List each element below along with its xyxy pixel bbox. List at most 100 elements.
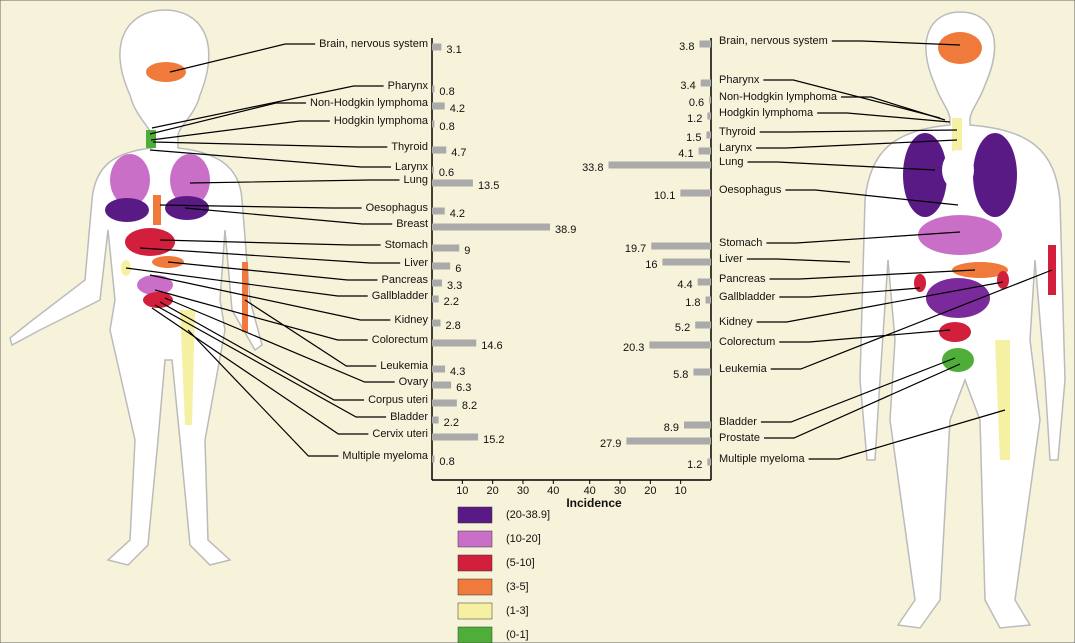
category-label: Lung bbox=[719, 156, 743, 168]
bar bbox=[649, 342, 711, 349]
category-label: Larynx bbox=[719, 142, 753, 154]
category-label: Brain, nervous system bbox=[319, 38, 428, 50]
bar bbox=[432, 320, 440, 327]
value-label: 3.8 bbox=[679, 41, 694, 53]
bar bbox=[680, 190, 711, 197]
category-label: Ovary bbox=[399, 376, 429, 388]
bar bbox=[432, 167, 434, 174]
value-label: 15.2 bbox=[483, 434, 504, 446]
bar bbox=[432, 86, 434, 93]
category-label: Kidney bbox=[719, 316, 753, 328]
category-label: Oesophagus bbox=[366, 202, 429, 214]
organ bbox=[939, 322, 971, 342]
x-tick-label: 40 bbox=[584, 485, 596, 497]
legend-label: (0-1] bbox=[506, 629, 529, 641]
value-label: 9 bbox=[464, 245, 470, 257]
value-label: 8.9 bbox=[664, 422, 679, 434]
value-label: 27.9 bbox=[600, 438, 621, 450]
organ bbox=[903, 133, 947, 217]
value-label: 33.8 bbox=[582, 162, 603, 174]
x-tick-label: 40 bbox=[547, 485, 559, 497]
value-label: 2.8 bbox=[445, 320, 460, 332]
organ bbox=[137, 275, 173, 295]
category-label: Leukemia bbox=[719, 363, 768, 375]
category-label: Bladder bbox=[719, 416, 757, 428]
bar bbox=[699, 148, 711, 155]
category-label: Colorectum bbox=[372, 334, 428, 346]
bar bbox=[706, 132, 711, 139]
value-label: 1.5 bbox=[686, 132, 701, 144]
category-label: Non-Hodgkin lymphoma bbox=[719, 91, 838, 103]
bar bbox=[432, 340, 476, 347]
category-label: Thyroid bbox=[391, 141, 428, 153]
category-label: Pharynx bbox=[388, 80, 429, 92]
category-label: Multiple myeloma bbox=[719, 453, 805, 465]
value-label: 4.4 bbox=[677, 279, 692, 291]
category-label: Lung bbox=[404, 174, 428, 186]
category-label: Liver bbox=[719, 253, 743, 265]
category-label: Gallbladder bbox=[372, 290, 429, 302]
value-label: 19.7 bbox=[625, 243, 646, 255]
value-label: 1.2 bbox=[687, 459, 702, 471]
chart: 102030403.1Brain, nervous system0.8Phary… bbox=[0, 0, 1075, 643]
value-label: 4.3 bbox=[450, 366, 465, 378]
legend-label: (10-20] bbox=[506, 533, 541, 545]
bar bbox=[709, 97, 711, 104]
organ bbox=[918, 215, 1002, 255]
category-label: Multiple myeloma bbox=[342, 450, 428, 462]
bar bbox=[699, 41, 711, 48]
bar bbox=[701, 80, 711, 87]
bar bbox=[432, 44, 441, 51]
bar bbox=[432, 121, 434, 128]
bar bbox=[432, 400, 457, 407]
value-label: 4.1 bbox=[678, 148, 693, 160]
x-tick-label: 20 bbox=[487, 485, 499, 497]
category-label: Larynx bbox=[395, 161, 429, 173]
organ bbox=[125, 228, 175, 256]
category-label: Kidney bbox=[394, 314, 428, 326]
value-label: 0.6 bbox=[439, 167, 454, 179]
value-label: 0.8 bbox=[439, 86, 454, 98]
value-label: 4.2 bbox=[450, 208, 465, 220]
organ bbox=[942, 150, 974, 190]
value-label: 2.2 bbox=[444, 417, 459, 429]
bar bbox=[693, 369, 711, 376]
x-tick-label: 10 bbox=[675, 485, 687, 497]
bar bbox=[706, 297, 711, 304]
value-label: 3.4 bbox=[680, 80, 695, 92]
bar bbox=[707, 459, 711, 466]
category-label: Hodgkin lymphoma bbox=[719, 107, 814, 119]
category-label: Cervix uteri bbox=[372, 428, 428, 440]
value-label: 20.3 bbox=[623, 342, 644, 354]
organ bbox=[942, 348, 974, 372]
bar bbox=[432, 263, 450, 270]
x-tick-label: 30 bbox=[517, 485, 529, 497]
bar bbox=[432, 180, 473, 187]
category-label: Leukemia bbox=[380, 360, 429, 372]
category-label: Thyroid bbox=[719, 126, 756, 138]
bar bbox=[432, 366, 445, 373]
bar bbox=[432, 147, 446, 154]
bar bbox=[608, 162, 711, 169]
value-label: 0.8 bbox=[439, 121, 454, 133]
legend-label: (1-3] bbox=[506, 605, 529, 617]
value-label: 38.9 bbox=[555, 224, 576, 236]
organ bbox=[938, 32, 982, 64]
legend-label: (5-10] bbox=[506, 557, 535, 569]
value-label: 8.2 bbox=[462, 400, 477, 412]
legend-swatch bbox=[458, 507, 492, 523]
organ bbox=[997, 271, 1009, 289]
category-label: Pancreas bbox=[719, 273, 766, 285]
bar bbox=[432, 296, 439, 303]
bar bbox=[626, 438, 711, 445]
legend-swatch bbox=[458, 555, 492, 571]
value-label: 0.6 bbox=[689, 97, 704, 109]
category-label: Stomach bbox=[385, 239, 428, 251]
legend-swatch bbox=[458, 603, 492, 619]
value-label: 5.8 bbox=[673, 369, 688, 381]
organ bbox=[105, 198, 149, 222]
organ bbox=[153, 195, 161, 225]
legend-swatch bbox=[458, 579, 492, 595]
value-label: 2.2 bbox=[444, 296, 459, 308]
bar bbox=[432, 245, 459, 252]
